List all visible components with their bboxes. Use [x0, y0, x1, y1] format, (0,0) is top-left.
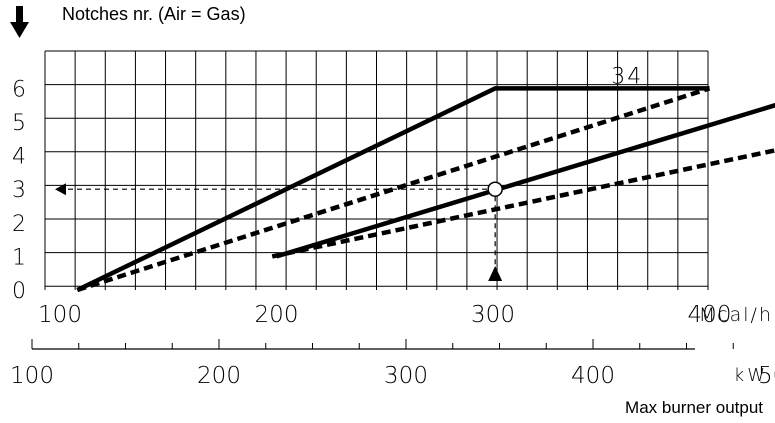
- y-tick-label: 5: [12, 111, 26, 136]
- mcal-tick-label: 300: [471, 302, 515, 328]
- kw-tick-label: 500: [758, 363, 775, 389]
- example-arrow-up: [488, 266, 503, 281]
- curve-label: 34: [611, 64, 643, 89]
- y-tick-label: 2: [12, 212, 26, 237]
- chart-title: Notches nr. (Air = Gas): [62, 4, 246, 24]
- y-tick-label: 0: [12, 279, 26, 304]
- kw-tick-label: 400: [571, 363, 615, 389]
- y-tick-label: 6: [12, 77, 26, 102]
- footer-label: Max burner output: [625, 398, 763, 417]
- y-tick-label: 1: [12, 245, 26, 270]
- axis-arrow-shaft: [16, 6, 23, 24]
- kw-tick-label: 300: [384, 363, 428, 389]
- kw-unit-label: kW: [734, 365, 768, 386]
- kw-tick-label: 100: [10, 363, 54, 389]
- example-arrow-left: [55, 183, 66, 196]
- axis-arrow-head: [10, 22, 29, 38]
- mcal-tick-label: 200: [255, 302, 299, 328]
- series-44-solid: [275, 102, 775, 259]
- example-point: [487, 181, 503, 197]
- mcal-tick-label: 100: [38, 302, 82, 328]
- series-34-solid: [76, 86, 710, 293]
- mcal-unit-label: Mcal/h: [699, 304, 773, 326]
- series-44-dashed: [271, 148, 775, 259]
- series-34-dashed: [76, 86, 711, 293]
- kw-tick-label: 200: [197, 363, 241, 389]
- y-tick-label: 3: [12, 178, 26, 203]
- y-tick-label: 4: [12, 145, 26, 170]
- mcal-tick-label: 400: [688, 302, 732, 328]
